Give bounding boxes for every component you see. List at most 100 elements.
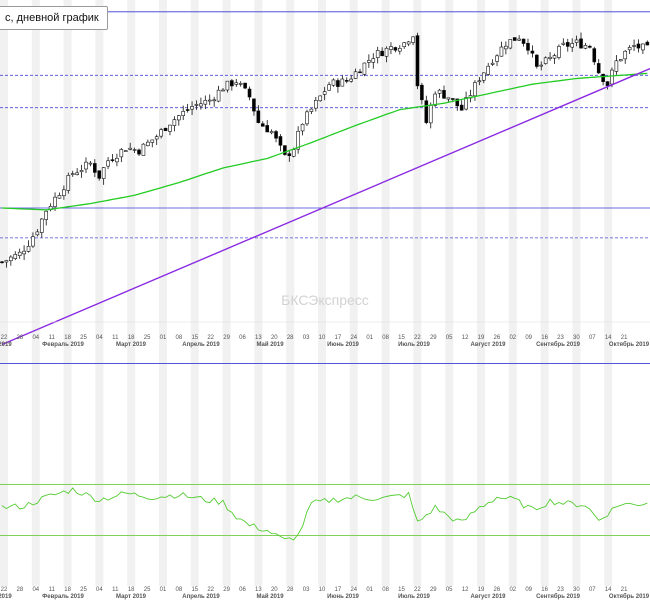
candle-body — [177, 115, 181, 121]
x-tick-label: 28 — [287, 335, 294, 341]
day-tick-label: 28 — [287, 587, 294, 593]
day-tick-label: 25 — [80, 587, 87, 593]
week-band — [190, 0, 199, 586]
x-tick-label: 21 — [621, 335, 628, 341]
candle-body — [238, 83, 243, 85]
candle-body — [455, 98, 460, 107]
candle-body — [451, 98, 455, 100]
x-tick-label: 03 — [303, 335, 310, 341]
week-band — [63, 0, 72, 586]
x-tick-label: 11 — [49, 335, 56, 341]
candle-body — [446, 97, 451, 100]
candle-body — [181, 111, 186, 116]
x-tick-label: 06 — [239, 335, 246, 341]
x-tick-label: 25 — [80, 335, 87, 341]
month-label: Сентябрь 2019 — [536, 341, 580, 348]
candle-body — [641, 43, 645, 51]
x-tick-label: 17 — [335, 335, 342, 341]
candle-body — [477, 80, 482, 83]
candle-body — [526, 42, 530, 51]
candle-body — [225, 80, 230, 91]
candle-body — [106, 160, 110, 167]
x-tick-label: 01 — [366, 335, 373, 341]
watermark: БКСЭкспресс — [281, 292, 369, 308]
x-tick-label: 11 — [112, 335, 119, 341]
day-tick-label: 24 — [350, 587, 357, 593]
x-tick-label: 09 — [525, 335, 532, 341]
candle-body — [9, 256, 13, 262]
day-tick-label: 10 — [319, 587, 326, 593]
candle-body — [137, 149, 141, 155]
candle-body — [154, 136, 159, 140]
x-tick-label: 10 — [319, 335, 326, 341]
candle-body — [592, 48, 597, 63]
candle-body — [340, 78, 345, 87]
candle-body — [486, 65, 491, 75]
candle-body — [26, 245, 31, 252]
candle-body — [353, 71, 358, 79]
day-tick-label: 08 — [176, 587, 183, 593]
week-band — [31, 0, 40, 586]
day-tick-label: 25 — [144, 587, 151, 593]
candle-body — [636, 43, 641, 49]
day-tick-label: 21 — [621, 587, 628, 593]
month-label-bottom: Май 2019 — [256, 593, 284, 600]
candle-body — [402, 42, 407, 47]
oscillator-line — [1, 487, 648, 541]
x-tick-label: 23 — [557, 335, 564, 341]
candle-body — [221, 89, 225, 92]
candle-body — [490, 62, 495, 65]
candle-body — [552, 55, 557, 59]
day-tick-label: 18 — [64, 587, 71, 593]
candle-body — [322, 91, 327, 95]
candle-body — [327, 84, 331, 91]
candle-body — [384, 47, 389, 57]
candle-body — [499, 46, 504, 57]
candle-body — [123, 150, 128, 152]
candle-body — [397, 48, 402, 52]
candle-body — [605, 81, 610, 87]
x-tick-label: 22 — [414, 335, 421, 341]
candle-body — [31, 236, 35, 247]
day-tick-label: 22 — [1, 587, 8, 593]
candle-body — [512, 37, 517, 41]
x-tick-label: 16 — [541, 335, 548, 341]
candle-body — [216, 89, 221, 102]
day-tick-label: 02 — [509, 587, 516, 593]
candle-body — [265, 125, 270, 133]
trend-line — [1, 67, 650, 346]
candle-body — [44, 210, 49, 220]
candle-body — [618, 59, 623, 62]
candle-body — [406, 41, 411, 45]
candle-body — [101, 167, 106, 179]
candle-body — [230, 80, 234, 87]
day-tick-label: 16 — [541, 587, 548, 593]
candle-body — [62, 189, 66, 196]
candle-body — [75, 172, 79, 175]
month-label: Февраль 2019 — [42, 342, 84, 348]
candle-body — [4, 260, 9, 263]
candle-body — [93, 163, 97, 173]
month-label: Апрель 2019 — [182, 342, 220, 348]
candle-body — [247, 88, 252, 98]
week-band — [413, 0, 422, 586]
day-tick-label: 29 — [430, 587, 437, 593]
candle-body — [79, 170, 84, 173]
candle-body — [459, 104, 464, 111]
candle-body — [256, 110, 261, 123]
day-tick-label: 14 — [605, 587, 612, 593]
candle-body — [141, 143, 146, 156]
candle-body — [119, 149, 124, 158]
day-tick-label: 22 — [414, 587, 421, 593]
month-label-bottom: Октябрь 2019 — [609, 593, 650, 600]
month-label: Июль 2019 — [398, 342, 430, 348]
candle-body — [495, 55, 499, 62]
week-band — [254, 0, 263, 586]
candle-body — [367, 60, 371, 63]
week-band — [349, 0, 358, 586]
candle-body — [252, 98, 256, 112]
week-band — [0, 0, 8, 586]
week-band — [477, 0, 485, 586]
candle-body — [380, 50, 384, 57]
